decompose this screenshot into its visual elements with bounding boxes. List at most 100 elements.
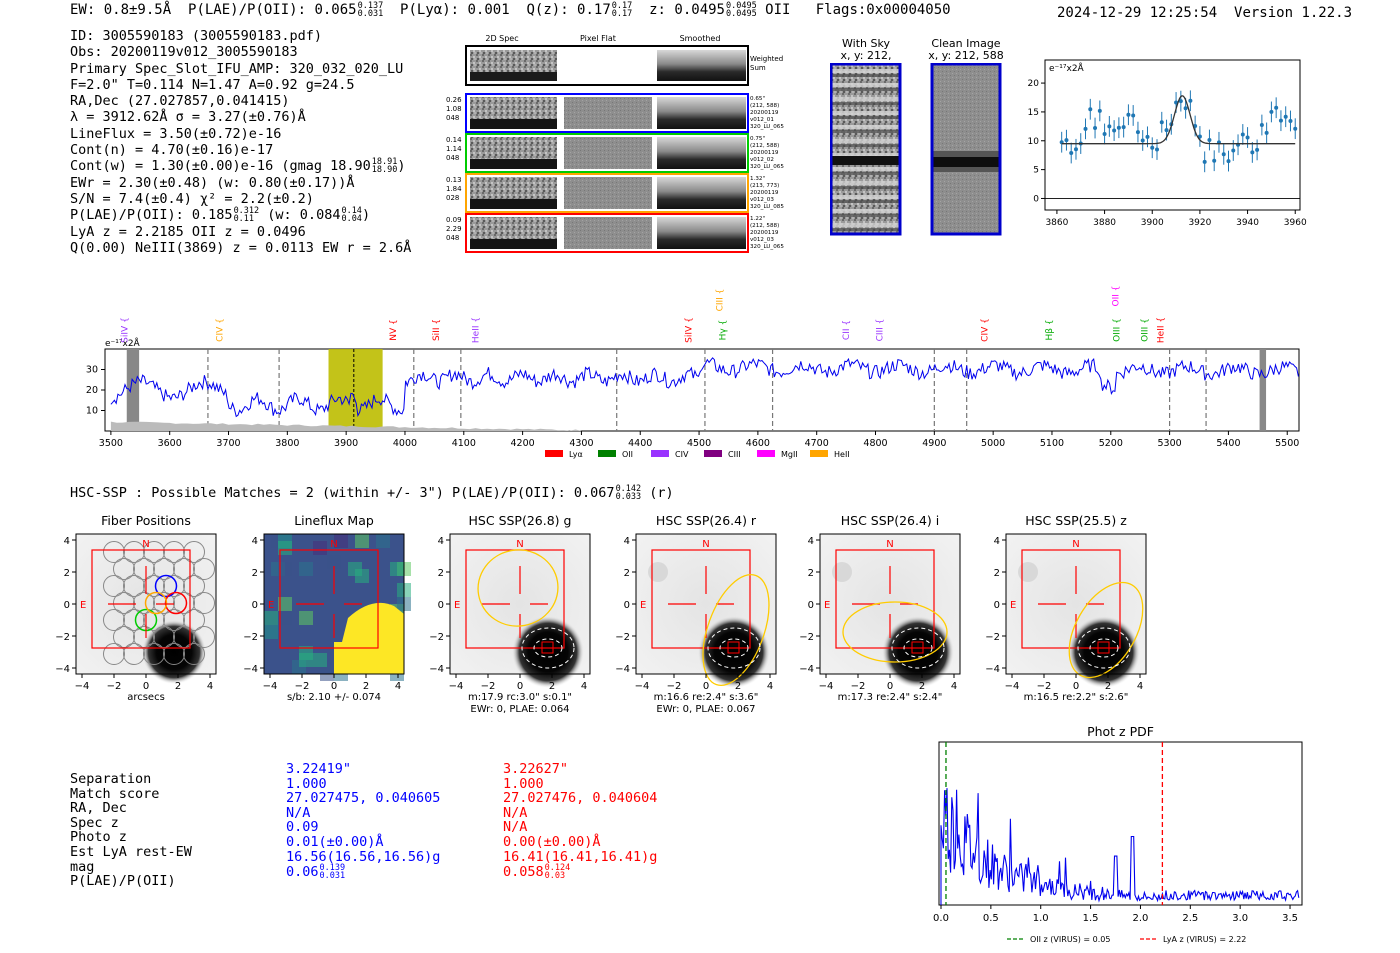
line-label: CIII { bbox=[716, 289, 726, 312]
table-value: 3.22419" bbox=[286, 761, 352, 777]
info-primary: Primary Spec_Slot_IFU_AMP: 320_032_020_L… bbox=[70, 60, 404, 77]
table-value: 27.027475, 0.040605 bbox=[286, 790, 441, 807]
full-x-tick: 3900 bbox=[334, 438, 358, 449]
panel-title: HSC SSP(25.5) z bbox=[1025, 513, 1127, 528]
info-q: Q(0.00) NeIII(3869) z = 0.0113 EW r = 2.… bbox=[70, 239, 412, 256]
legend-label: MgII bbox=[781, 450, 798, 459]
aperture-box bbox=[651, 549, 751, 649]
panel-y-tick: 4 bbox=[438, 536, 444, 547]
full-x-tick: 4900 bbox=[922, 438, 946, 449]
weighted-smoothed bbox=[657, 50, 746, 81]
panel-y-tick: 0 bbox=[252, 600, 258, 611]
source-ellipse bbox=[702, 574, 770, 686]
line-label: CIII { bbox=[876, 319, 886, 342]
cutout-row-left-label: 0.26 1.08 048 bbox=[446, 96, 462, 122]
panel-y-tick: 2 bbox=[808, 568, 814, 579]
zoom-x-tick: 3940 bbox=[1236, 218, 1259, 228]
bright-source bbox=[882, 616, 954, 688]
line-label: SiIV { bbox=[684, 317, 694, 343]
photz-pdf-plot: Phot z PDF 0.0 0.5 1.0 1.5 2.0 2.5 3.0 3.5 OII z … bbox=[933, 724, 1303, 944]
zoom-fit-line bbox=[1061, 95, 1296, 145]
panel-y-tick: −4 bbox=[243, 664, 258, 675]
panel-x-tick: 2 bbox=[549, 681, 555, 692]
info-contw: Cont(w) = 1.30(±0.00)e-16 (gmag 18.90 18.… bbox=[70, 157, 406, 176]
header-summary: EW: 0.8±9.5Å P(LAE)/P(OII): 0.065 0.137 0.… bbox=[70, 1, 951, 19]
line-label: SiIV { bbox=[120, 317, 130, 343]
cutout-row-4: 0.09 2.29 048 1.22" (212, 588) 20200119 v012_0… bbox=[446, 213, 784, 253]
full-x-tick: 3800 bbox=[275, 438, 299, 449]
panel-3: HSC SSP(26.8) g N E −4 −2 0 2 4 4 2 0 −2 −4 m:17.9 rc… bbox=[429, 513, 591, 715]
panel-title: HSC SSP(26.4) i bbox=[841, 513, 939, 528]
east-label: E bbox=[1010, 600, 1016, 611]
bright-source bbox=[698, 616, 770, 688]
cutout-row-right-label: 1.22" (212, 588) 20200119 v012_03 320_LU_065 bbox=[750, 216, 784, 250]
line-label: SiII { bbox=[432, 319, 442, 341]
panel-y-tick: 4 bbox=[624, 536, 630, 547]
header-qz: Q(z): 0.17 bbox=[526, 2, 611, 18]
east-label: E bbox=[640, 600, 646, 611]
panel-x-tick: 2 bbox=[363, 681, 369, 692]
spectrum-line bbox=[110, 357, 1299, 418]
panel-4: HSC SSP(26.4) r N E −4 −2 0 2 4 4 2 0 −2 −4 m:16.6 re… bbox=[615, 513, 777, 715]
full-x-tick: 5500 bbox=[1275, 438, 1299, 449]
panel-caption: m:17.3 re:2.4" s:2.4" bbox=[838, 692, 943, 703]
header-z-frac: 0.0495 0.0495 bbox=[725, 1, 757, 19]
spectra-cutouts: 2D Spec Pixel Flat Smoothed Weighted Sum … bbox=[446, 34, 784, 253]
panel-2: Lineflux Map N E −4 −2 0 2 4 4 2 0 −2 −4 s/b: 2.10 +/… bbox=[243, 513, 411, 703]
panel-x-tick: 4 bbox=[767, 681, 773, 692]
header-qz-frac: 0.17 0.17 bbox=[611, 1, 633, 19]
full-x-tick: 3600 bbox=[158, 438, 182, 449]
panel-y-tick: −2 bbox=[615, 632, 630, 643]
north-label: N bbox=[886, 539, 893, 550]
aperture-box bbox=[91, 549, 191, 649]
with-sky-image bbox=[830, 63, 902, 236]
line-label: CIV { bbox=[980, 318, 990, 342]
table-value: 1.000 bbox=[286, 775, 327, 792]
table-value: 27.027476, 0.040604 bbox=[503, 790, 658, 807]
zoom-plot-unit: e⁻¹⁷x2Å bbox=[1049, 62, 1085, 74]
line-label: CII { bbox=[842, 320, 852, 340]
line-label: Hβ { bbox=[1045, 319, 1055, 340]
cutout-row-3: 0.13 1.84 028 1.32" (213, 773) 20200119 v012_0… bbox=[446, 173, 784, 213]
full-x-tick: 4400 bbox=[628, 438, 652, 449]
aperture-box bbox=[279, 549, 379, 649]
panel-caption: arcsecs bbox=[127, 692, 165, 703]
full-x-tick: 3700 bbox=[216, 438, 240, 449]
full-x-tick: 5100 bbox=[1040, 438, 1064, 449]
table-label: Match score bbox=[70, 785, 160, 802]
table-label: Spec z bbox=[70, 814, 119, 831]
table-label: P(LAE)/P(OII) bbox=[70, 873, 176, 890]
panel-x-tick: −4 bbox=[819, 681, 834, 692]
source-ellipse bbox=[477, 549, 559, 627]
full-x-tick: 5400 bbox=[1216, 438, 1240, 449]
line-label: OIII { bbox=[1140, 318, 1150, 342]
info-obs: Obs: 20200119v012_3005590183 bbox=[70, 44, 298, 61]
photz-title: Phot z PDF bbox=[1087, 724, 1154, 739]
line-label: OIII { bbox=[1113, 318, 1123, 342]
info-params: F=2.0" T=0.114 N=1.47 A=0.92 g=24.5 bbox=[70, 76, 355, 93]
north-label: N bbox=[330, 539, 337, 550]
info-ewr: EWr = 2.30(±0.48) (w: 0.80(±0.17))Å bbox=[70, 174, 355, 191]
legend-label: OII bbox=[622, 450, 633, 459]
table-value: N/A bbox=[286, 804, 311, 821]
weighted-sum-label: Weighted Sum bbox=[750, 55, 783, 72]
photz-legend-oii: OII z (VIRUS) = 0.05 bbox=[1030, 935, 1110, 944]
panel-y-tick: −4 bbox=[55, 664, 70, 675]
photz-x-tick: 3.0 bbox=[1232, 913, 1248, 924]
panel-x-tick: −2 bbox=[295, 681, 310, 692]
panel-caption: m:16.5 re:2.2" s:2.6" bbox=[1024, 692, 1129, 703]
panel-y-tick: 4 bbox=[252, 536, 258, 547]
cutout-row-left-label: 0.13 1.84 028 bbox=[446, 176, 462, 202]
header-z-line: OII bbox=[765, 2, 791, 18]
line-highlight-band bbox=[328, 349, 383, 431]
panel-x-tick: −2 bbox=[851, 681, 866, 692]
panel-y-tick: 0 bbox=[64, 600, 70, 611]
panel-y-tick: −2 bbox=[429, 632, 444, 643]
line-label: OII { bbox=[1111, 286, 1121, 307]
panel-x-tick: −4 bbox=[75, 681, 90, 692]
panel-x-tick: 0 bbox=[143, 681, 149, 692]
zoom-x-tick: 3920 bbox=[1188, 218, 1211, 228]
panel-y-tick: 0 bbox=[808, 600, 814, 611]
panel-x-tick: 4 bbox=[581, 681, 587, 692]
table-value: 16.41(16.41,16.41)g bbox=[503, 848, 658, 865]
